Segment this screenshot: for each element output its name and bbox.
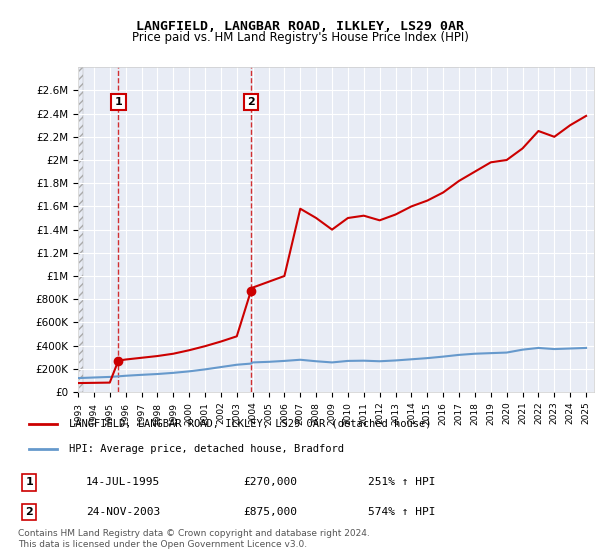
Text: 574% ↑ HPI: 574% ↑ HPI: [368, 507, 435, 517]
Text: 1: 1: [115, 97, 122, 107]
Text: 1: 1: [25, 478, 33, 487]
Text: LANGFIELD, LANGBAR ROAD, ILKLEY, LS29 0AR (detached house): LANGFIELD, LANGBAR ROAD, ILKLEY, LS29 0A…: [69, 419, 431, 429]
Text: Price paid vs. HM Land Registry's House Price Index (HPI): Price paid vs. HM Land Registry's House …: [131, 31, 469, 44]
Text: £875,000: £875,000: [244, 507, 298, 517]
FancyBboxPatch shape: [0, 0, 600, 489]
Text: LANGFIELD, LANGBAR ROAD, ILKLEY, LS29 0AR: LANGFIELD, LANGBAR ROAD, ILKLEY, LS29 0A…: [136, 20, 464, 32]
FancyBboxPatch shape: [0, 0, 600, 489]
Text: 14-JUL-1995: 14-JUL-1995: [86, 478, 160, 487]
Text: 2: 2: [247, 97, 255, 107]
Text: 251% ↑ HPI: 251% ↑ HPI: [368, 478, 435, 487]
Text: HPI: Average price, detached house, Bradford: HPI: Average price, detached house, Brad…: [69, 444, 344, 454]
Text: Contains HM Land Registry data © Crown copyright and database right 2024.
This d: Contains HM Land Registry data © Crown c…: [18, 529, 370, 549]
Text: 24-NOV-2003: 24-NOV-2003: [86, 507, 160, 517]
Text: £270,000: £270,000: [244, 478, 298, 487]
Text: 2: 2: [25, 507, 33, 517]
